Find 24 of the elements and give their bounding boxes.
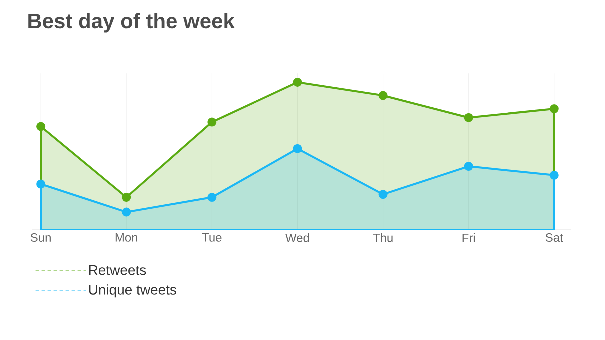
point (208, 118, 217, 127)
point (464, 113, 474, 122)
point (378, 91, 388, 100)
point (293, 144, 302, 154)
legend-label: Unique tweets (89, 284, 176, 298)
point (122, 193, 132, 202)
x-tick-label: Sun (30, 234, 51, 242)
x-tick-label: Fri (462, 234, 476, 242)
point (122, 208, 132, 217)
chart-title: Best day of the week (28, 13, 235, 33)
point (208, 193, 217, 202)
x-tick-label: Wed (286, 234, 310, 242)
x-tick-label: Mon (116, 234, 138, 242)
legend-label: Retweets (89, 265, 146, 276)
x-tick-label: Thu (373, 234, 393, 242)
point (550, 170, 559, 180)
point (464, 162, 474, 172)
point (36, 122, 46, 132)
x-tick-label: Tue (202, 234, 222, 242)
point (36, 180, 46, 189)
point (293, 78, 302, 87)
point (550, 104, 559, 114)
x-tick-label: Sat (546, 234, 564, 242)
point (378, 190, 388, 200)
